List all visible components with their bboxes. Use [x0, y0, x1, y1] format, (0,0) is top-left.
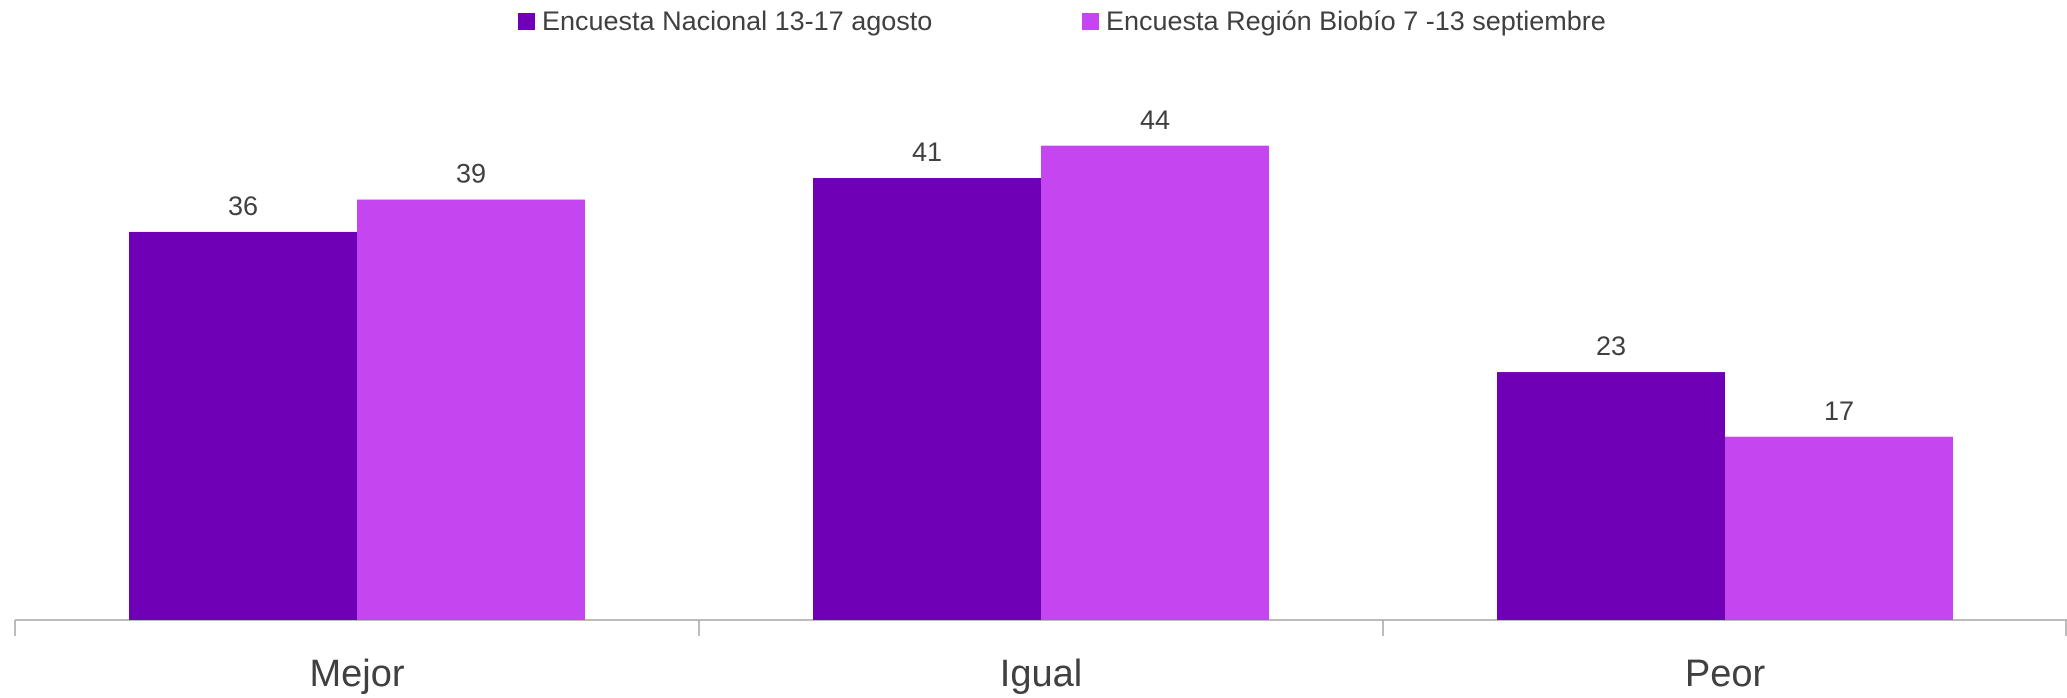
- legend-swatch: [1082, 13, 1099, 30]
- data-label: 44: [1140, 105, 1170, 135]
- legend-label: Encuesta Nacional 13-17 agosto: [542, 6, 932, 36]
- bar: [357, 199, 585, 620]
- bar: [129, 231, 357, 621]
- data-label: 36: [228, 191, 258, 221]
- bar: [1041, 145, 1269, 620]
- data-label: 23: [1596, 331, 1626, 361]
- data-label: 17: [1824, 396, 1854, 426]
- legend-label: Encuesta Región Biobío 7 -13 septiembre: [1106, 6, 1606, 36]
- bar: [1725, 436, 1953, 620]
- x-tick-label: Peor: [1685, 653, 1766, 695]
- bar: [813, 178, 1041, 620]
- legend-swatch: [518, 13, 535, 30]
- bar: [1497, 372, 1725, 620]
- x-tick-label: Mejor: [309, 653, 404, 695]
- data-label: 39: [456, 159, 486, 189]
- x-tick-label: Igual: [1000, 653, 1082, 695]
- data-label: 41: [912, 137, 942, 167]
